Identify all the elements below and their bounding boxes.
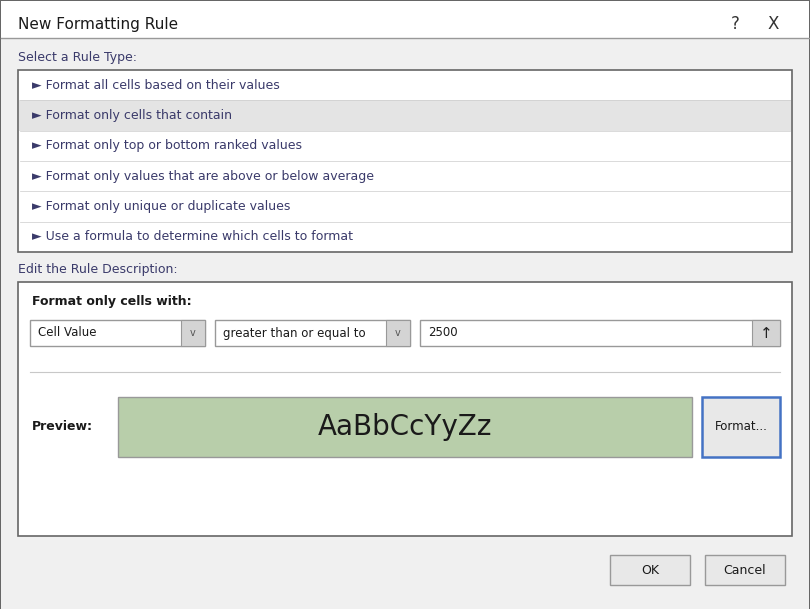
Text: ► Format all cells based on their values: ► Format all cells based on their values <box>32 79 279 92</box>
Text: Select a Rule Type:: Select a Rule Type: <box>18 52 137 65</box>
Bar <box>181 320 205 346</box>
Text: ► Format only cells that contain: ► Format only cells that contain <box>32 109 232 122</box>
Text: OK: OK <box>641 563 659 577</box>
Bar <box>118 397 692 457</box>
Text: ► Use a formula to determine which cells to format: ► Use a formula to determine which cells… <box>32 230 353 244</box>
Text: Edit the Rule Description:: Edit the Rule Description: <box>18 264 177 276</box>
Text: Preview:: Preview: <box>32 420 93 434</box>
Text: ► Format only unique or duplicate values: ► Format only unique or duplicate values <box>32 200 290 213</box>
Bar <box>386 320 410 346</box>
Text: greater than or equal to: greater than or equal to <box>223 326 365 339</box>
Text: ?: ? <box>731 15 740 33</box>
Text: Format only cells with:: Format only cells with: <box>32 295 192 309</box>
Bar <box>752 320 780 346</box>
Text: AaBbCcYyZz: AaBbCcYyZz <box>318 413 492 441</box>
Bar <box>18 282 792 536</box>
Text: Cell Value: Cell Value <box>38 326 96 339</box>
Text: ► Format only values that are above or below average: ► Format only values that are above or b… <box>32 170 374 183</box>
Bar <box>702 397 780 457</box>
Bar <box>705 555 785 585</box>
Text: New Formatting Rule: New Formatting Rule <box>18 16 178 32</box>
Text: ↑: ↑ <box>760 325 773 340</box>
Text: Cancel: Cancel <box>723 563 766 577</box>
Bar <box>1 1 809 39</box>
Text: v: v <box>395 328 401 338</box>
Text: X: X <box>767 15 778 33</box>
Text: ► Format only top or bottom ranked values: ► Format only top or bottom ranked value… <box>32 139 302 152</box>
Bar <box>420 320 780 346</box>
Bar <box>19 100 791 131</box>
Bar <box>215 320 410 346</box>
Bar <box>610 555 690 585</box>
Bar <box>30 320 205 346</box>
Bar <box>18 70 792 252</box>
Text: v: v <box>190 328 196 338</box>
Text: 2500: 2500 <box>428 326 458 339</box>
Text: Format...: Format... <box>714 420 767 434</box>
